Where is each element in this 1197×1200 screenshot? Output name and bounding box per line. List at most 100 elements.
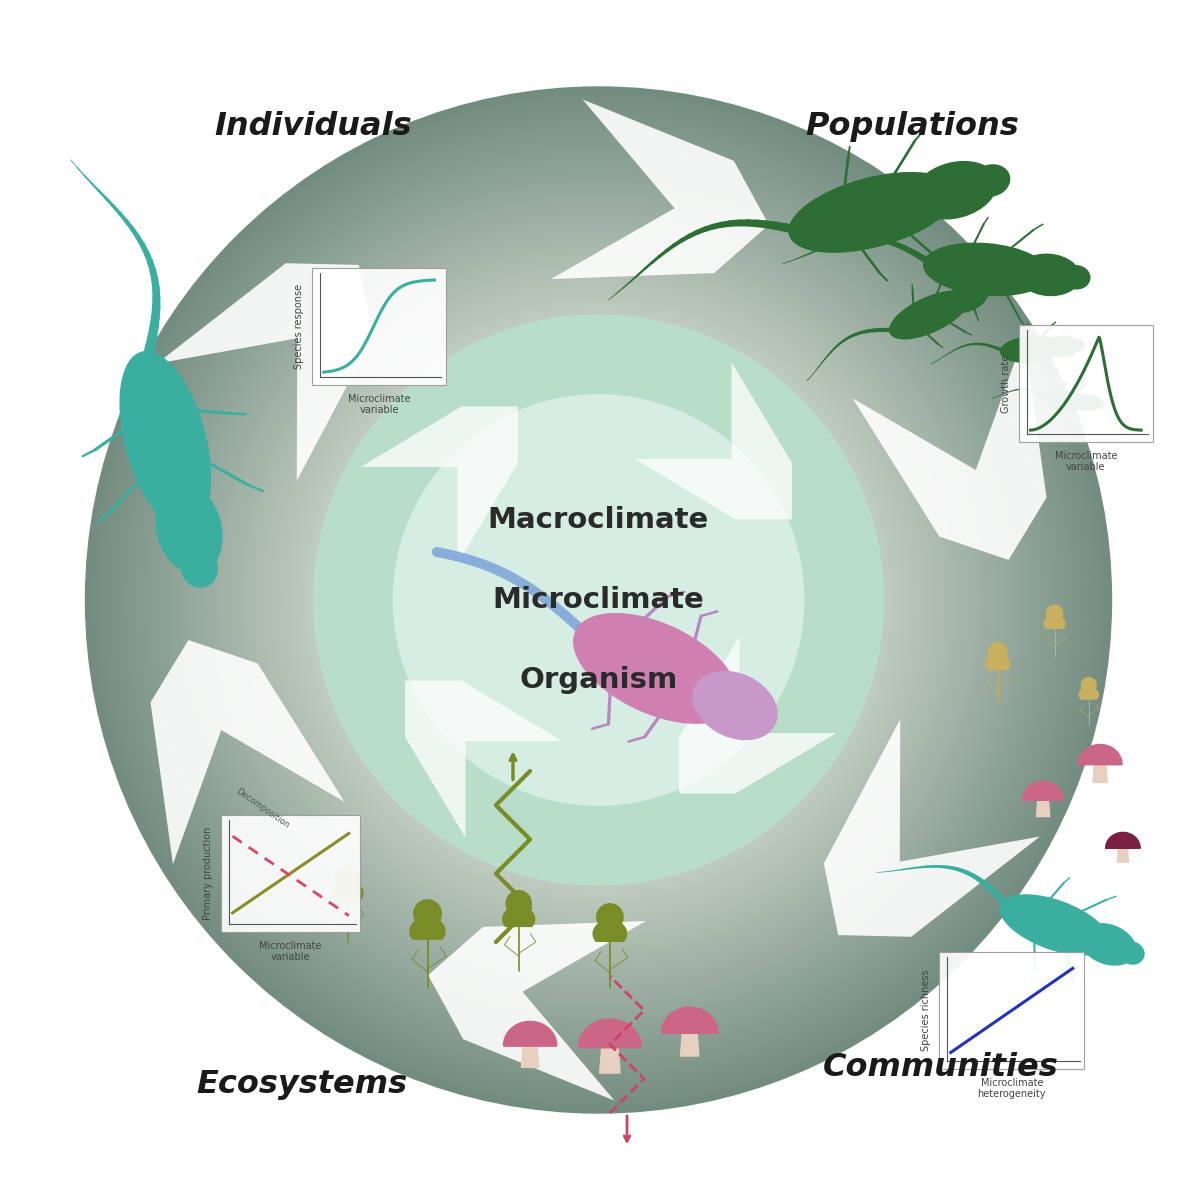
Polygon shape (594, 920, 627, 941)
Ellipse shape (924, 244, 1049, 295)
Circle shape (211, 212, 986, 988)
Ellipse shape (1001, 895, 1108, 955)
Circle shape (162, 163, 1035, 1037)
Circle shape (268, 270, 929, 931)
Text: Communities: Communities (822, 1052, 1058, 1082)
Circle shape (253, 254, 944, 946)
Text: Organism: Organism (519, 666, 678, 694)
Circle shape (181, 182, 1016, 1018)
Ellipse shape (913, 162, 997, 218)
Text: Microclimate
variable: Microclimate variable (348, 394, 411, 415)
Ellipse shape (972, 164, 1009, 196)
Circle shape (177, 178, 1020, 1022)
Circle shape (132, 132, 1065, 1068)
Circle shape (294, 296, 903, 904)
Text: Microclimate: Microclimate (493, 586, 704, 614)
Ellipse shape (1081, 924, 1136, 965)
Ellipse shape (693, 672, 777, 739)
Polygon shape (578, 1019, 642, 1048)
Circle shape (184, 186, 1013, 1014)
Text: Species richness: Species richness (922, 970, 931, 1051)
Circle shape (207, 209, 990, 991)
Ellipse shape (1001, 336, 1063, 362)
Circle shape (165, 167, 1032, 1033)
Text: Microclimate
variable: Microclimate variable (1055, 451, 1117, 473)
Ellipse shape (1047, 336, 1078, 356)
Circle shape (260, 262, 937, 938)
Polygon shape (600, 1044, 620, 1073)
Circle shape (214, 216, 983, 984)
Circle shape (298, 300, 899, 900)
Polygon shape (333, 881, 363, 900)
Polygon shape (852, 336, 1046, 560)
Circle shape (139, 140, 1058, 1060)
Circle shape (506, 890, 531, 916)
Circle shape (195, 197, 1002, 1003)
FancyBboxPatch shape (312, 269, 445, 384)
Circle shape (249, 251, 948, 949)
Circle shape (272, 274, 925, 926)
Circle shape (287, 288, 910, 912)
Circle shape (1046, 605, 1063, 622)
Circle shape (275, 277, 922, 923)
Circle shape (169, 170, 1028, 1030)
Circle shape (108, 109, 1089, 1090)
Text: Ecosystems: Ecosystems (196, 1069, 408, 1100)
Circle shape (291, 292, 906, 907)
Circle shape (988, 643, 1007, 661)
Circle shape (154, 156, 1043, 1044)
Circle shape (127, 128, 1070, 1072)
Circle shape (93, 95, 1104, 1105)
Circle shape (97, 98, 1100, 1102)
Polygon shape (504, 1021, 557, 1045)
Polygon shape (1117, 846, 1129, 862)
Polygon shape (985, 654, 1009, 670)
Polygon shape (503, 906, 535, 926)
Text: Species response: Species response (294, 284, 304, 368)
Polygon shape (1044, 616, 1065, 629)
Circle shape (233, 235, 964, 965)
Polygon shape (662, 1007, 718, 1033)
Circle shape (200, 200, 997, 998)
Circle shape (306, 307, 891, 893)
Ellipse shape (889, 292, 968, 338)
Polygon shape (824, 719, 1040, 937)
Polygon shape (429, 920, 646, 1100)
Ellipse shape (1017, 254, 1080, 295)
Circle shape (146, 148, 1051, 1052)
Circle shape (101, 102, 1096, 1098)
Polygon shape (1022, 781, 1063, 800)
Circle shape (219, 220, 978, 980)
Circle shape (223, 223, 974, 977)
Text: Microclimate
heterogeneity: Microclimate heterogeneity (978, 1078, 1046, 1099)
Polygon shape (157, 263, 373, 481)
Circle shape (1081, 678, 1096, 692)
Text: Primary production: Primary production (203, 827, 213, 920)
Polygon shape (680, 1031, 699, 1056)
Polygon shape (409, 917, 445, 940)
Circle shape (203, 205, 994, 995)
Ellipse shape (1043, 391, 1088, 410)
Text: Decomposition: Decomposition (233, 786, 291, 830)
Circle shape (265, 265, 932, 935)
Circle shape (414, 900, 442, 928)
Text: Microclimate
variable: Microclimate variable (260, 941, 322, 962)
Polygon shape (679, 636, 837, 793)
Ellipse shape (120, 352, 211, 529)
Ellipse shape (1094, 400, 1104, 408)
Circle shape (230, 232, 967, 968)
Circle shape (279, 281, 918, 919)
Polygon shape (360, 407, 518, 564)
Circle shape (302, 304, 895, 896)
Circle shape (284, 284, 913, 916)
Ellipse shape (1070, 340, 1083, 352)
Circle shape (226, 228, 971, 972)
Polygon shape (522, 1043, 539, 1068)
Ellipse shape (573, 613, 737, 724)
Circle shape (113, 114, 1084, 1086)
Circle shape (237, 239, 960, 961)
Circle shape (104, 106, 1093, 1094)
Ellipse shape (948, 282, 988, 312)
Circle shape (256, 258, 941, 942)
Ellipse shape (156, 484, 221, 574)
